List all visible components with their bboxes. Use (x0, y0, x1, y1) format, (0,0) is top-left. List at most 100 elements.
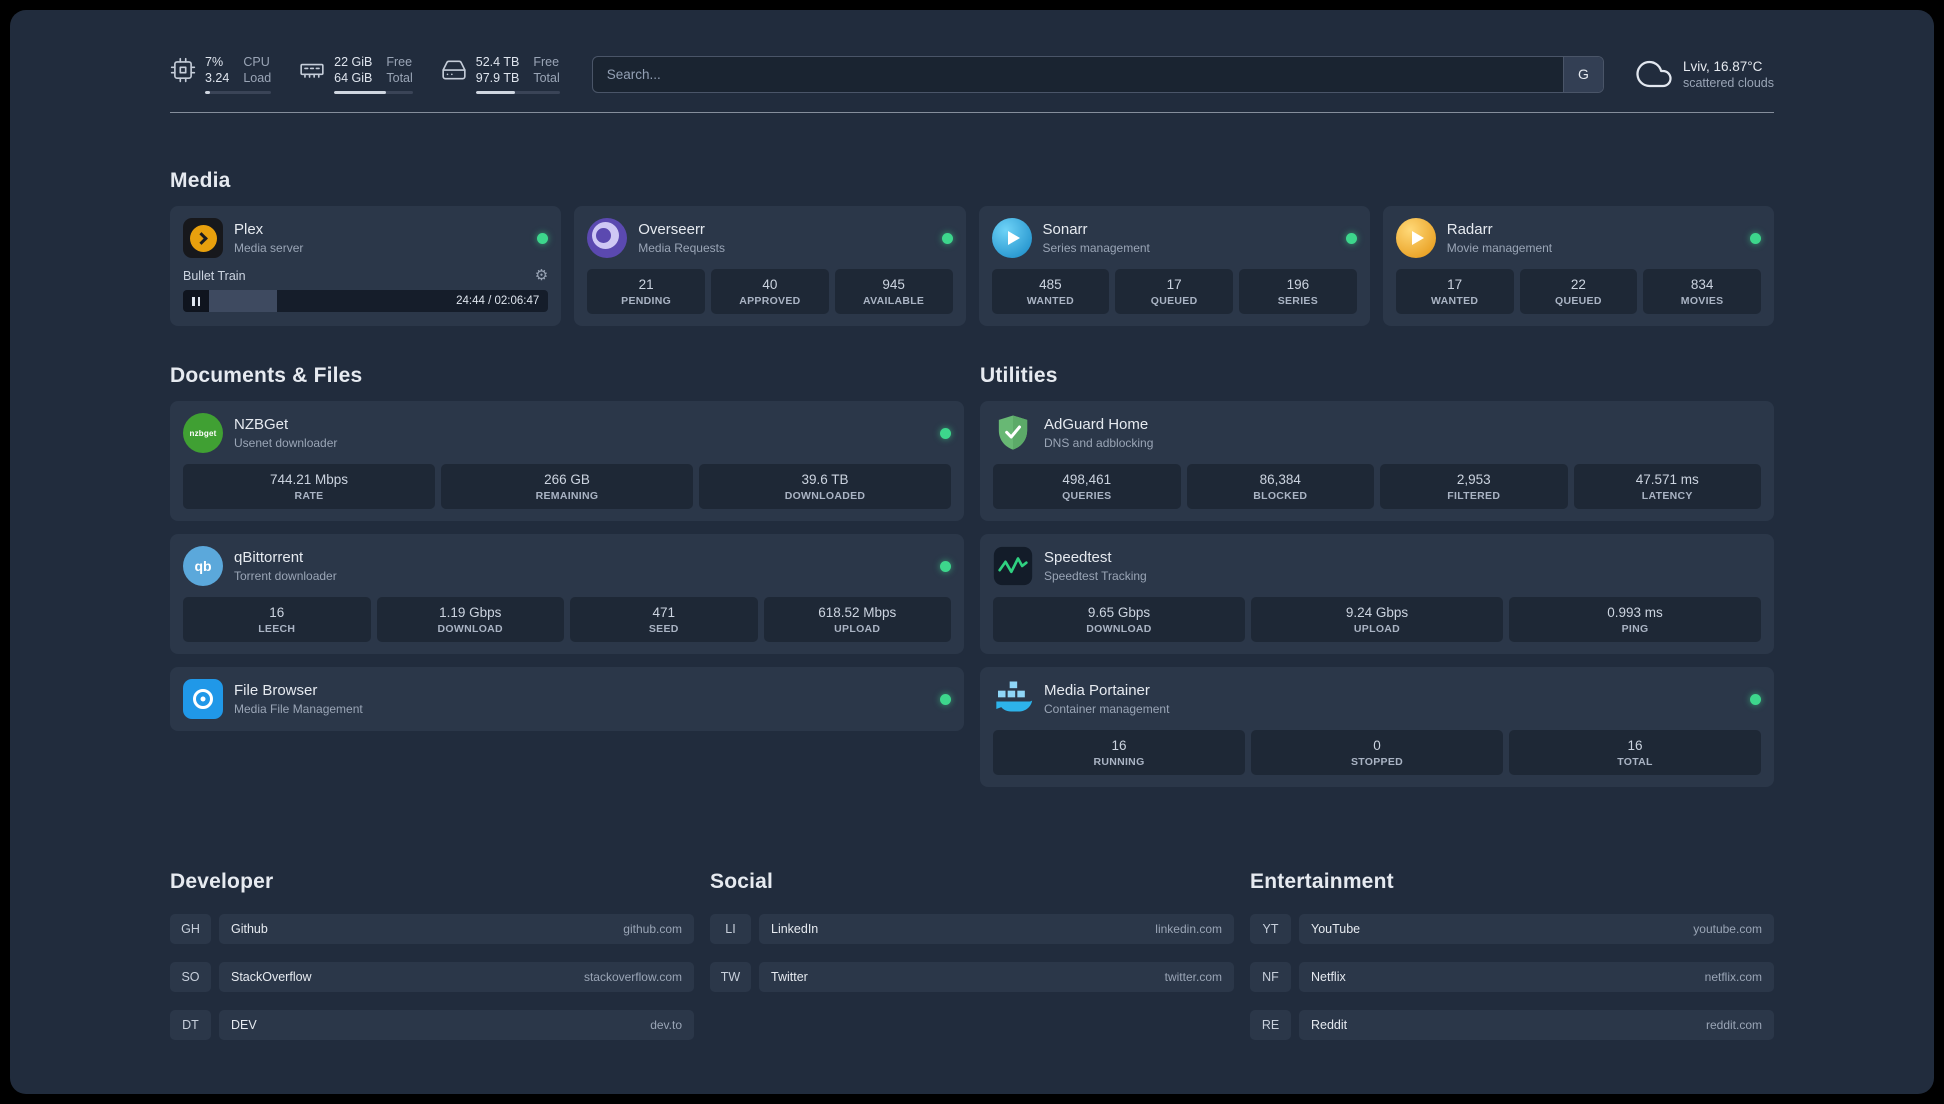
stat-label: QUEUED (1150, 295, 1198, 307)
topbar-divider (170, 112, 1774, 113)
bookmark-row-twitter[interactable]: TW Twitter twitter.com (710, 962, 1234, 992)
stat-value: 2,953 (1456, 472, 1491, 487)
now-playing-title: Bullet Train (183, 268, 246, 283)
radarr-icon (1395, 218, 1436, 258)
bookmark-row-reddit[interactable]: RE Reddit reddit.com (1250, 1010, 1774, 1040)
bookmark-pill: Netflix netflix.com (1299, 962, 1774, 992)
disk-stats: 52.4 TB Free 97.9 TB Total (475, 54, 560, 94)
qbittorrent-header: qb qBittorrent Torrent downloader (183, 546, 951, 586)
stat-value: 0.993 ms (1607, 605, 1663, 620)
bookmark-row-youtube[interactable]: YT YouTube youtube.com (1250, 914, 1774, 944)
stat-label: PENDING (621, 295, 672, 307)
stat-label: SERIES (1277, 295, 1319, 307)
stat-upload: 618.52 Mbps UPLOAD (763, 597, 951, 642)
cpu-icon (170, 57, 196, 83)
plex-progress-track[interactable]: 24:44 / 02:06:47 (209, 290, 548, 312)
adguard-stats: 498,461 QUERIES 86,384 BLOCKED 2,953 FIL… (993, 464, 1761, 509)
status-dot (537, 232, 549, 244)
plex-progress-bar[interactable]: 24:44 / 02:06:47 (183, 290, 549, 312)
bookmark-domain: twitter.com (1164, 970, 1222, 984)
stat-value: 471 (652, 605, 676, 620)
service-name: qBittorrent (234, 549, 304, 566)
pause-icon[interactable] (183, 290, 209, 312)
portainer-stats: 16 RUNNING 0 STOPPED 16 TOTAL (993, 730, 1761, 775)
cloud-icon (1636, 60, 1672, 88)
service-card-radarr[interactable]: Radarr Movie management 17 WANTED 22 QUE… (1382, 206, 1774, 326)
bookmark-abbr-reddit: RE (1250, 1010, 1291, 1040)
qbittorrent-stats: 16 LEECH 1.19 Gbps DOWNLOAD 471 SEED 618… (183, 597, 951, 642)
stat-blocked: 86,384 BLOCKED (1186, 464, 1374, 509)
stat-value: 22 (1570, 277, 1586, 292)
memory-free-value: 22 GiB (334, 55, 373, 69)
bookmark-row-linkedin[interactable]: LI LinkedIn linkedin.com (710, 914, 1234, 944)
topbar: 7% CPU 3.24 Load 22 GiB (170, 54, 1774, 94)
section-media: Media Plex Media server Bullet Train ⚙ (170, 169, 1774, 326)
bookmark-pill: StackOverflow stackoverflow.com (219, 962, 694, 992)
bookmark-domain: youtube.com (1693, 922, 1762, 936)
resource-widgets: 7% CPU 3.24 Load 22 GiB (170, 54, 560, 94)
service-card-speedtest[interactable]: Speedtest Speedtest Tracking 9.65 Gbps D… (980, 534, 1774, 654)
bookmark-abbr-dev: DT (170, 1010, 211, 1040)
service-name: Overseerr (638, 221, 705, 238)
qbittorrent-meta: qBittorrent Torrent downloader (234, 549, 921, 583)
filebrowser-header: File Browser Media File Management (183, 679, 951, 719)
disk-widget: 52.4 TB Free 97.9 TB Total (441, 54, 560, 94)
stat-value: 196 (1286, 277, 1310, 292)
stat-filtered: 2,953 FILTERED (1380, 464, 1568, 509)
search-input[interactable] (592, 56, 1563, 92)
service-card-portainer[interactable]: Media Portainer Container management 16 … (980, 667, 1774, 787)
stat-label: BLOCKED (1253, 490, 1308, 502)
nzbget-stats: 744.21 Mbps RATE 266 GB REMAINING 39.6 T… (183, 464, 951, 509)
status-dot (1345, 232, 1357, 244)
gear-icon[interactable]: ⚙ (534, 267, 549, 284)
service-card-nzbget[interactable]: nzbget NZBGet Usenet downloader 744.21 M… (170, 401, 964, 521)
stat-label: MOVIES (1680, 295, 1724, 307)
service-card-sonarr[interactable]: Sonarr Series management 485 WANTED 17 Q… (978, 206, 1370, 326)
section-utilities: Utilities AdGuard Home DNS and adblockin… (980, 364, 1774, 800)
speedtest-header: Speedtest Speedtest Tracking (993, 546, 1761, 586)
service-description: Media Requests (638, 241, 725, 255)
memory-progress-fill (334, 91, 387, 94)
memory-stats: 22 GiB Free 64 GiB Total (334, 54, 413, 94)
filebrowser-meta: File Browser Media File Management (234, 682, 921, 716)
stat-value: 17 (1166, 277, 1182, 292)
service-name: NZBGet (234, 416, 289, 433)
disk-icon (442, 60, 466, 80)
service-card-adguard[interactable]: AdGuard Home DNS and adblocking 498,461 … (980, 401, 1774, 521)
bookmark-pill: LinkedIn linkedin.com (759, 914, 1234, 944)
service-card-overseerr[interactable]: Overseerr Media Requests 21 PENDING 40 A… (574, 206, 966, 326)
stat-total: 16 TOTAL (1509, 730, 1761, 775)
stat-label: APPROVED (739, 295, 801, 307)
stat-label: SEED (648, 623, 679, 635)
service-name: File Browser (234, 682, 318, 699)
bookmark-row-dev[interactable]: DT DEV dev.to (170, 1010, 694, 1040)
adguard-icon (993, 413, 1033, 453)
stat-rate: 744.21 Mbps RATE (183, 464, 435, 509)
search-provider-button[interactable]: G (1562, 56, 1603, 92)
memory-free-label: Free (386, 55, 413, 69)
filebrowser-icon (183, 679, 223, 719)
nzbget-meta: NZBGet Usenet downloader (234, 416, 921, 450)
service-card-filebrowser[interactable]: File Browser Media File Management (170, 667, 964, 731)
stat-stopped: 0 STOPPED (1251, 730, 1503, 775)
service-card-qbittorrent[interactable]: qb qBittorrent Torrent downloader 16 LEE… (170, 534, 964, 654)
bookmark-row-netflix[interactable]: NF Netflix netflix.com (1250, 962, 1774, 992)
status-dot (940, 560, 951, 572)
section-title-documents: Documents & Files (170, 364, 363, 387)
bookmark-row-github[interactable]: GH Github github.com (170, 914, 694, 944)
sonarr-stats: 485 WANTED 17 QUEUED 196 SERIES (991, 269, 1357, 314)
cpu-stats: 7% CPU 3.24 Load (205, 54, 272, 94)
service-name: Media Portainer (1044, 682, 1150, 699)
stat-label: QUERIES (1062, 490, 1112, 502)
bookmark-row-stackoverflow[interactable]: SO StackOverflow stackoverflow.com (170, 962, 694, 992)
speedtest-icon (993, 546, 1033, 586)
service-card-plex[interactable]: Plex Media server Bullet Train ⚙ 24:44 /… (170, 206, 562, 326)
service-name: Speedtest (1044, 549, 1112, 566)
bookmark-name: Github (231, 922, 268, 936)
stat-value: 485 (1039, 277, 1062, 292)
weather-location: Lviv, 16.87°C (1682, 58, 1763, 74)
stat-remaining: 266 GB REMAINING (441, 464, 693, 509)
speedtest-meta: Speedtest Speedtest Tracking (1044, 549, 1761, 583)
stat-label: STOPPED (1350, 756, 1404, 768)
